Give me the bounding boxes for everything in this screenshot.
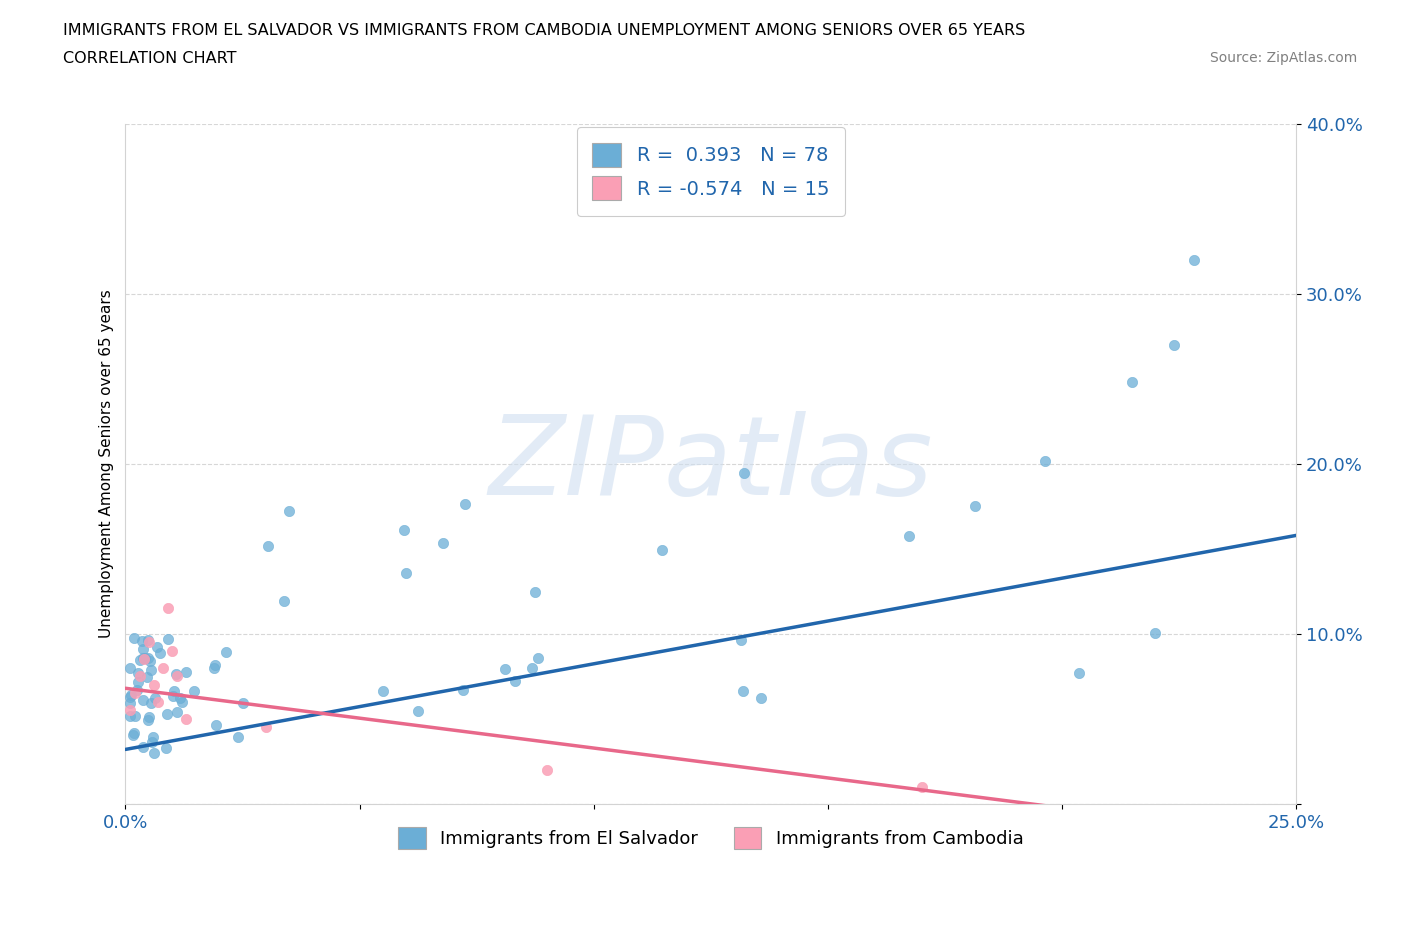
Point [204,717,226,732]
Point [176,664,198,679]
Point [139,696,162,711]
Point [128,653,150,668]
Point [136,650,159,665]
Point [432,536,454,551]
Point [226,730,249,745]
Point [503,674,526,689]
Point [127,665,149,680]
Point [143,745,166,760]
Point [120,709,142,724]
Text: IMMIGRANTS FROM EL SALVADOR VS IMMIGRANTS FROM CAMBODIA UNEMPLOYMENT AMONG SENIO: IMMIGRANTS FROM EL SALVADOR VS IMMIGRANT… [63,23,1025,38]
Y-axis label: Unemployment Among Seniors over 65 years: Unemployment Among Seniors over 65 years [100,289,114,638]
Point [128,669,150,684]
Point [273,593,295,608]
Point [132,642,155,657]
Point [651,542,673,557]
Point [406,704,429,719]
Point [232,696,254,711]
Point [1067,665,1090,680]
Point [898,528,921,543]
Point [141,735,163,750]
Point [749,691,772,706]
Point [134,652,156,667]
Point [124,686,146,701]
Point [120,687,142,702]
Point [730,632,752,647]
Point [149,645,172,660]
Point [142,677,165,692]
Point [134,651,156,666]
Point [494,662,516,677]
Point [138,712,160,727]
Point [142,729,165,744]
Legend: Immigrants from El Salvador, Immigrants from Cambodia: Immigrants from El Salvador, Immigrants … [391,819,1031,856]
Point [132,739,155,754]
Point [139,653,162,668]
Point [215,644,238,659]
Point [254,720,277,735]
Point [277,503,299,518]
Point [157,631,180,646]
Point [146,640,169,655]
Point [162,644,184,658]
Point [122,725,145,740]
Point [162,689,184,704]
Point [156,601,179,616]
Point [131,633,153,648]
Point [162,684,184,698]
Point [124,631,146,645]
Point [526,651,548,666]
Point [1121,375,1143,390]
Point [138,710,160,724]
Point [172,695,194,710]
Point [136,670,159,684]
Point [395,565,418,580]
Point [183,684,205,698]
Point [451,682,474,697]
Point [138,635,160,650]
Point [127,683,149,698]
Point [733,684,755,698]
Point [202,660,225,675]
Point [257,538,280,553]
Point [1035,454,1057,469]
Point [204,658,226,672]
Point [454,496,477,511]
Point [392,522,415,537]
Point [166,705,188,720]
Point [1182,253,1205,268]
Point [371,684,394,698]
Point [120,695,142,710]
Point [148,695,170,710]
Text: Source: ZipAtlas.com: Source: ZipAtlas.com [1209,51,1357,65]
Point [910,779,932,794]
Point [965,498,987,513]
Point [136,633,159,648]
Point [1144,626,1167,641]
Point [152,660,174,675]
Point [524,584,547,599]
Point [131,651,153,666]
Point [166,669,188,684]
Point [120,703,142,718]
Point [120,689,142,704]
Point [124,709,146,724]
Point [141,662,163,677]
Point [155,740,177,755]
Point [143,690,166,705]
Point [522,660,544,675]
Text: ZIPatlas: ZIPatlas [489,410,934,517]
Point [169,691,191,706]
Point [176,711,198,726]
Point [733,465,755,480]
Point [132,692,155,707]
Point [536,763,558,777]
Text: CORRELATION CHART: CORRELATION CHART [63,51,236,66]
Point [1163,338,1185,352]
Point [120,661,142,676]
Point [165,667,187,682]
Point [156,707,179,722]
Point [127,675,149,690]
Point [122,728,145,743]
